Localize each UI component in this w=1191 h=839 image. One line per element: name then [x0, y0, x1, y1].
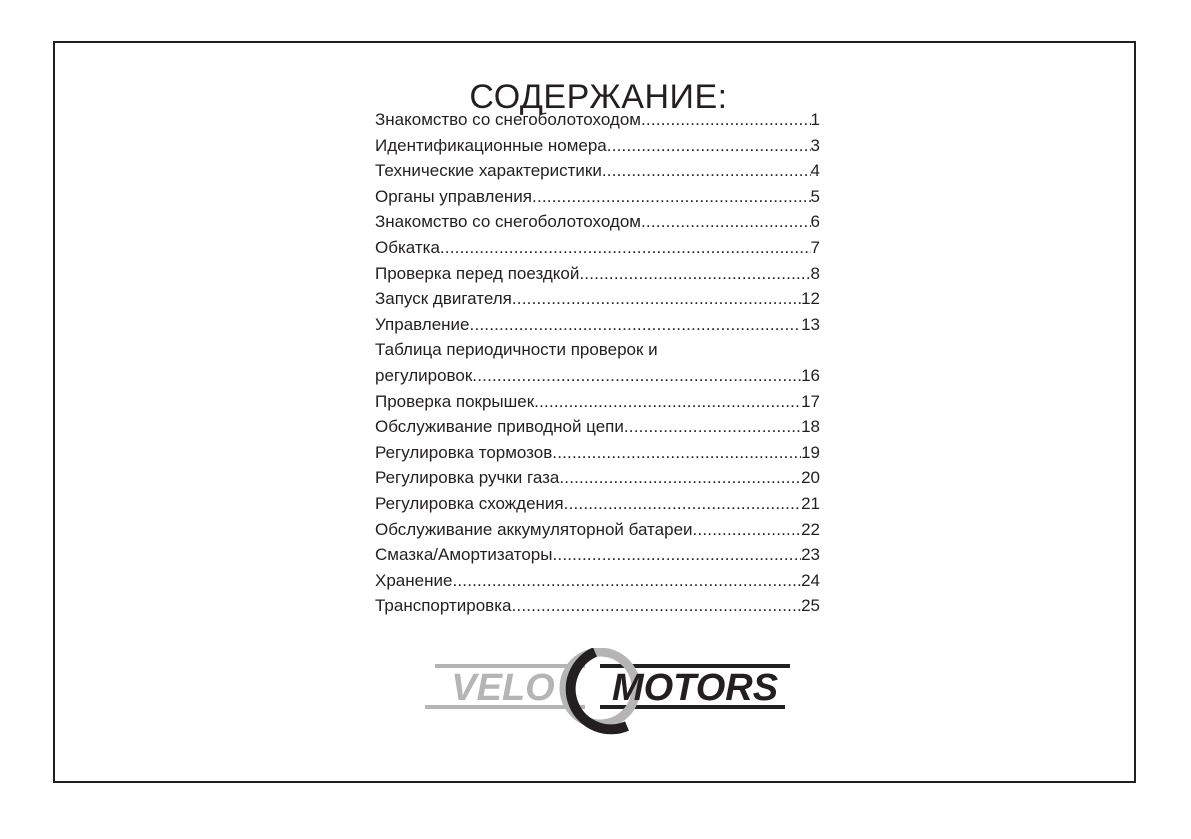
table-of-contents: Знакомство со снегоболотоходом 1 Идентифик… — [375, 107, 820, 619]
toc-entry: Проверка перед поездкой 8 — [375, 261, 820, 287]
toc-entry: Обслуживание аккумуляторной батареи 22 — [375, 517, 820, 543]
toc-entry-title: Транспортировка — [375, 596, 512, 616]
toc-entry-title: Проверка покрышек — [375, 391, 535, 411]
toc-entry-title: Таблица периодичности проверок и — [375, 340, 658, 360]
toc-entry-title: Регулировка ручки газа — [375, 468, 560, 488]
toc-entry-title: Идентификационные номера — [375, 135, 607, 155]
toc-entry-title: Регулировка схождения — [375, 493, 564, 513]
toc-entry: Транспортировка 25 — [375, 593, 820, 619]
toc-entry-page: 12 — [801, 289, 820, 309]
toc-entry-title: Регулировка тормозов — [375, 442, 553, 462]
toc-entry-page: 25 — [801, 596, 820, 616]
toc-entry: Запуск двигателя 12 — [375, 286, 820, 312]
dot-leader — [693, 517, 802, 543]
dot-leader — [452, 568, 801, 594]
toc-entry-page: 13 — [801, 314, 820, 334]
toc-entry: Проверка покрышек 17 — [375, 389, 820, 415]
toc-entry-page: 23 — [801, 545, 820, 565]
toc-entry-title: Проверка перед поездкой — [375, 263, 580, 283]
toc-entry-title: Обслуживание приводной цепи — [375, 417, 624, 437]
toc-entry: Регулировка схождения 21 — [375, 491, 820, 517]
dot-leader — [512, 286, 801, 312]
toc-entry: Хранение 24 — [375, 568, 820, 594]
velo-motors-logo: VELO MOTORS — [395, 647, 805, 748]
dot-leader — [559, 465, 801, 491]
dot-leader — [579, 261, 810, 287]
toc-entry-title: Смазка/Амортизаторы — [375, 545, 553, 565]
toc-entry: Смазка/Амортизаторы 23 — [375, 542, 820, 568]
toc-entry: Обкатка 7 — [375, 235, 820, 261]
toc-entry-title: Управление — [375, 314, 470, 334]
toc-entry: Регулировка ручки газа 20 — [375, 465, 820, 491]
toc-entry-title: Технические характеристики — [375, 161, 602, 181]
dot-leader — [624, 414, 801, 440]
dot-leader — [641, 209, 811, 235]
toc-entry-page: 4 — [810, 161, 820, 181]
toc-entry-title: Обкатка — [375, 237, 440, 257]
dot-leader — [472, 363, 801, 389]
dot-leader — [552, 440, 801, 466]
logo-text-motors: MOTORS — [612, 667, 778, 709]
toc-entry-title: Хранение — [375, 570, 453, 590]
toc-entry-page: 20 — [801, 468, 820, 488]
toc-entry: Знакомство со снегоболотоходом 1 — [375, 107, 820, 133]
toc-entry: Знакомство со снегоболотоходом 6 — [375, 209, 820, 235]
toc-entry: Технические характеристики 4 — [375, 158, 820, 184]
toc-entry-page: 17 — [801, 391, 820, 411]
page-border — [53, 41, 1136, 783]
toc-entry-page: 3 — [810, 135, 820, 155]
toc-entry-page: 18 — [801, 417, 820, 437]
toc-entry-page: 8 — [810, 263, 820, 283]
dot-leader — [641, 107, 811, 133]
toc-entry: Регулировка тормозов 19 — [375, 440, 820, 466]
toc-entry-title: Знакомство со снегоболотоходом — [375, 212, 641, 232]
toc-entry: Управление 13 — [375, 312, 820, 338]
toc-entry-line: Таблица периодичности проверок и — [375, 337, 820, 363]
toc-entry-page: 19 — [801, 442, 820, 462]
toc-entry-title: Органы управления — [375, 186, 533, 206]
toc-entry: Идентификационные номера 3 — [375, 133, 820, 159]
toc-entry-page: 16 — [801, 365, 820, 385]
logo-text-velo: VELO — [451, 667, 554, 709]
dot-leader — [470, 312, 802, 338]
toc-entry-title: Обслуживание аккумуляторной батареи — [375, 519, 693, 539]
toc-entry-page: 21 — [801, 493, 820, 513]
toc-entry-page: 22 — [801, 519, 820, 539]
dot-leader — [607, 133, 811, 159]
dot-leader — [552, 542, 801, 568]
toc-entry-title-continuation: регулировок — [375, 365, 473, 385]
toc-entry: Органы управления 5 — [375, 184, 820, 210]
dot-leader — [564, 491, 801, 517]
toc-entry-page: 5 — [810, 186, 820, 206]
toc-entry-page: 7 — [810, 237, 820, 257]
toc-entry-title: Знакомство со снегоболотоходом — [375, 110, 641, 129]
toc-entry-title: Запуск двигателя — [375, 289, 512, 309]
toc-entry-page: 1 — [810, 110, 820, 129]
dot-leader — [511, 593, 801, 619]
dot-leader — [532, 184, 811, 210]
toc-entry: регулировок 16 — [375, 363, 820, 389]
dot-leader — [602, 158, 811, 184]
toc-entry: Обслуживание приводной цепи 18 — [375, 414, 820, 440]
dot-leader — [534, 389, 801, 415]
toc-entry-page: 6 — [810, 212, 820, 232]
dot-leader — [440, 235, 811, 261]
toc-entry-page: 24 — [801, 570, 820, 590]
